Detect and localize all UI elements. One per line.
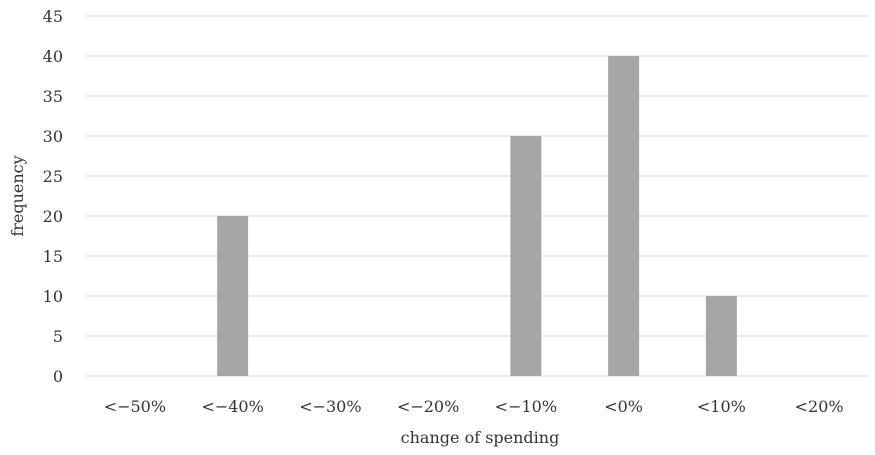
y-tick-label: 40 <box>43 47 63 66</box>
y-tick-label: 20 <box>43 207 63 226</box>
x-tick-label: <−40% <box>201 397 263 416</box>
bar <box>510 136 542 376</box>
y-tick-label: 25 <box>43 167 63 186</box>
y-tick-label: 45 <box>43 7 63 26</box>
bar <box>705 296 737 376</box>
x-tick-label: <10% <box>697 397 746 416</box>
x-tick-label: <−10% <box>495 397 557 416</box>
y-tick-label: 35 <box>43 87 63 106</box>
bar <box>217 216 249 376</box>
x-axis-ticks: <−50% <−40% <−30% <−20% <−10% <0% <10% <20% <box>104 397 844 416</box>
y-tick-label: 30 <box>43 127 63 146</box>
gridlines <box>86 15 868 377</box>
x-tick-label: <−20% <box>397 397 459 416</box>
y-tick-label: 0 <box>53 367 63 386</box>
x-tick-label: <20% <box>795 397 844 416</box>
y-axis-title: frequency <box>8 155 27 236</box>
y-tick-label: 15 <box>43 247 63 266</box>
x-tick-label: <−50% <box>104 397 166 416</box>
bar <box>608 56 640 376</box>
bars <box>217 56 737 376</box>
x-tick-label: <−30% <box>299 397 361 416</box>
y-axis-ticks: 0 5 10 15 20 25 30 35 40 45 <box>43 7 63 386</box>
y-tick-label: 10 <box>43 287 63 306</box>
y-tick-label: 5 <box>53 327 63 346</box>
x-tick-label: <0% <box>604 397 643 416</box>
x-axis-title: change of spending <box>401 428 560 447</box>
